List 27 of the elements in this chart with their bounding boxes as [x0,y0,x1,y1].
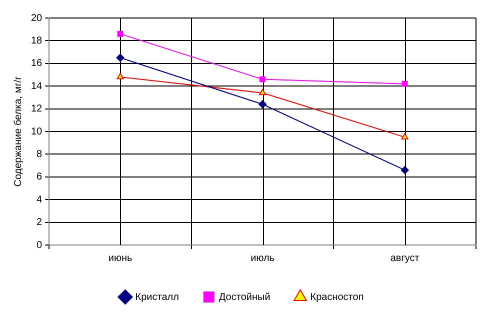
point [259,88,266,96]
y-tick-label: 16 [31,58,43,70]
x-tick-label: июнь [108,252,132,264]
y-tick-label: 12 [31,104,43,115]
point [260,76,266,82]
y-tick-label: 6 [36,172,43,183]
y-tick-label: 18 [31,35,43,46]
point [402,80,408,87]
y-tick-label: 4 [36,194,43,206]
y-tick-label: 8 [36,148,43,160]
y-tick-label: 2 [36,217,43,228]
legend-label: Достойный [218,292,270,303]
point [116,73,124,80]
y-tick-label: 10 [31,126,43,138]
y-tick-label: 14 [31,80,43,92]
y-tick-label: 0 [36,240,43,251]
y-tick-label: 20 [31,12,43,24]
point [400,166,409,174]
x-tick-label: август [390,252,420,264]
point [401,133,408,140]
legend-label: Красностоп [310,292,364,303]
legend-label: Кристалл [135,292,180,303]
point [116,54,124,62]
point [258,100,267,108]
y-axis-title: Содержание белка, мг/г [12,76,24,187]
x-tick-label: июль [250,252,275,264]
point [117,30,124,37]
